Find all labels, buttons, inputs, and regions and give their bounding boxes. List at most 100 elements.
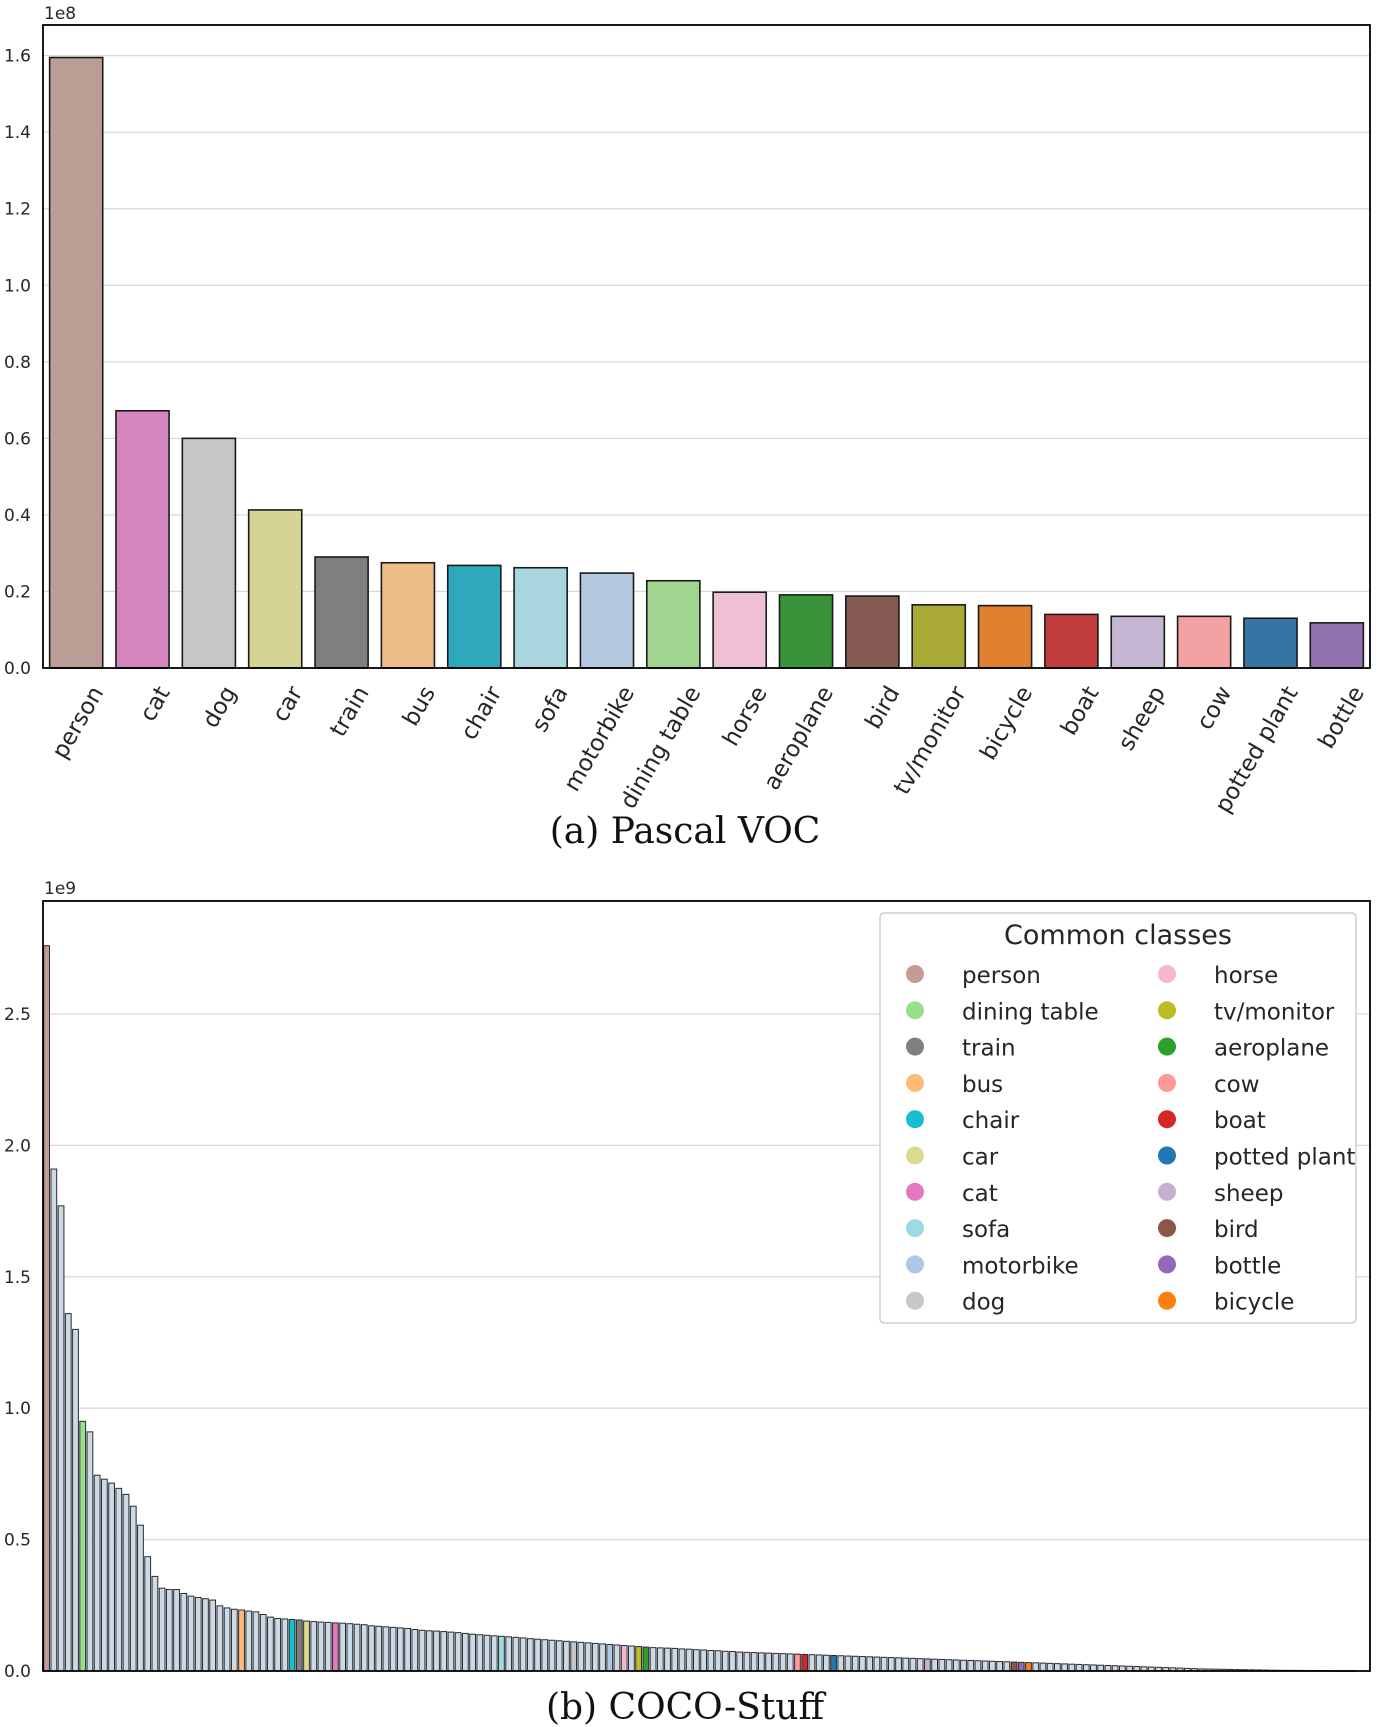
- bar-person: [48, 56, 104, 669]
- bar: [693, 1649, 700, 1672]
- legend-label: motorbike: [962, 1253, 1079, 1279]
- bar: [685, 1648, 693, 1672]
- panel-a-y-tick-label: 1.4: [4, 123, 31, 143]
- bar-cat: [115, 409, 170, 669]
- panel-a-y-tick-label: 1.0: [4, 276, 31, 296]
- bar-common-class: [570, 1641, 578, 1672]
- bar: [743, 1651, 751, 1672]
- bar: [563, 1640, 570, 1672]
- bar: [100, 1478, 108, 1672]
- bar: [411, 1628, 419, 1672]
- bar-dog: [181, 437, 237, 669]
- bar: [541, 1639, 549, 1672]
- panel-b-y-ticks: 0.0 0.5 1.0 1.5 2.0 2.5: [4, 1005, 31, 1682]
- bar: [989, 1660, 996, 1672]
- bar: [86, 1431, 94, 1672]
- bar-chair: [446, 564, 502, 669]
- bar-sheep: [1110, 615, 1166, 669]
- legend-marker: [1158, 1073, 1176, 1092]
- legend-marker: [1158, 1146, 1176, 1165]
- bar: [534, 1638, 541, 1672]
- legend-marker: [1158, 1255, 1176, 1274]
- bar: [656, 1647, 664, 1672]
- bar: [548, 1639, 556, 1672]
- legend-marker: [1158, 1110, 1176, 1129]
- panel-b-y-tick-label: 2.5: [4, 1005, 31, 1025]
- legend-marker: [1158, 965, 1176, 983]
- bar-potted-plant: [1243, 617, 1298, 669]
- panel-a-caption: (a) Pascal VOC: [550, 811, 821, 852]
- bar: [137, 1524, 144, 1672]
- bar: [389, 1626, 397, 1672]
- panel-b-y-tick-label: 0.5: [4, 1531, 31, 1551]
- bar: [144, 1556, 152, 1672]
- legend-label: car: [962, 1145, 999, 1171]
- bar: [1003, 1661, 1011, 1672]
- legend-label: sheep: [1214, 1181, 1283, 1207]
- bar: [952, 1659, 960, 1672]
- bar-boat: [1044, 613, 1099, 669]
- x-tick-label: boat: [1056, 682, 1104, 740]
- bar: [505, 1636, 513, 1672]
- bar: [678, 1648, 686, 1672]
- x-tick-label: bus: [398, 682, 441, 731]
- bar: [267, 1616, 274, 1672]
- x-tick-label: train: [325, 682, 374, 741]
- bar: [945, 1659, 953, 1672]
- bar: [483, 1634, 491, 1672]
- bar: [339, 1622, 347, 1672]
- bar-common-class: [1017, 1661, 1025, 1672]
- panel-a-y-tick-label: 1.2: [4, 200, 31, 220]
- x-tick-label: bird: [861, 682, 906, 734]
- x-tick-label: cow: [1192, 682, 1237, 734]
- bar: [512, 1636, 520, 1672]
- legend-entries: person dining table train bus chair car cat sof…: [906, 963, 1355, 1316]
- legend-label: boat: [1214, 1108, 1266, 1134]
- legend-label: train: [962, 1036, 1016, 1062]
- legend-label: cat: [962, 1181, 998, 1207]
- panel-b-y-tick-label: 1.0: [4, 1399, 31, 1419]
- bar: [425, 1630, 433, 1672]
- legend-label: bus: [962, 1072, 1003, 1098]
- bar: [490, 1635, 498, 1672]
- panel-a-y-tick-label: 0.2: [4, 582, 31, 602]
- legend-label: chair: [962, 1108, 1020, 1134]
- bar: [757, 1652, 765, 1672]
- legend-label: tv/monitor: [1214, 999, 1335, 1025]
- x-tick-label: cat: [135, 682, 175, 726]
- bar: [721, 1650, 729, 1672]
- bar-common-class: [924, 1658, 931, 1672]
- bar: [765, 1652, 772, 1672]
- bar: [866, 1656, 874, 1672]
- panel-a-y-tick-label: 1.6: [4, 47, 31, 67]
- bar: [165, 1589, 173, 1672]
- bar: [519, 1637, 527, 1672]
- bar-car: [247, 509, 303, 669]
- panel-a-pascal-voc: 0.0 0.2 0.4 0.6 0.8 1.0 1.2 1.4 1.6 person cat dog…: [4, 4, 1371, 852]
- bar: [786, 1653, 794, 1672]
- bar: [396, 1627, 404, 1672]
- bar: [1032, 1662, 1040, 1672]
- bar: [310, 1621, 318, 1672]
- bar: [859, 1656, 866, 1672]
- bar: [736, 1651, 744, 1672]
- bar: [461, 1632, 469, 1672]
- panel-a-bars: [48, 56, 1365, 669]
- x-tick-label: car: [268, 682, 309, 727]
- panel-b-multiplier: 1e9: [44, 879, 76, 899]
- x-tick-label: bottle: [1314, 682, 1370, 753]
- bar-common-class: [288, 1618, 296, 1672]
- legend-title: Common classes: [1004, 920, 1232, 951]
- panel-a-y-tick-label: 0.4: [4, 506, 31, 526]
- bar: [454, 1632, 462, 1672]
- bar: [375, 1625, 383, 1672]
- bar: [1068, 1663, 1076, 1672]
- legend-label: sofa: [962, 1217, 1010, 1243]
- bar: [245, 1610, 253, 1672]
- legend-marker: [906, 1037, 924, 1056]
- bar: [259, 1613, 267, 1672]
- bar: [880, 1656, 888, 1672]
- bar: [750, 1652, 758, 1672]
- legend-marker: [906, 1182, 924, 1201]
